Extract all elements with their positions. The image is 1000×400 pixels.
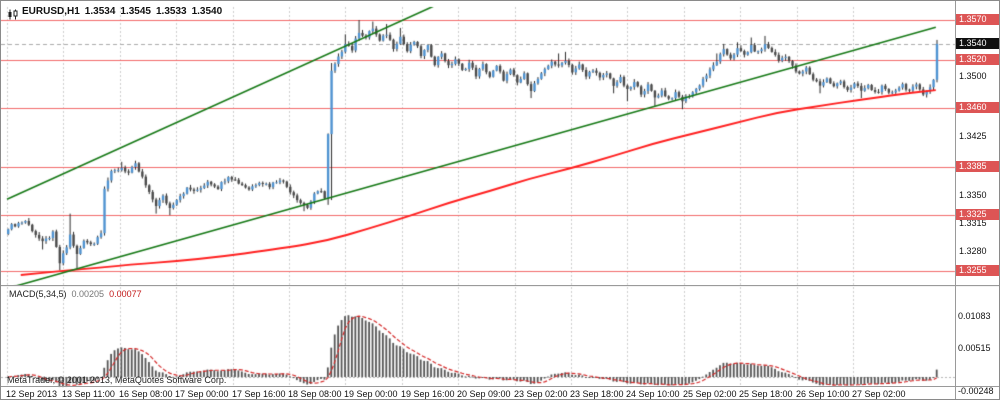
price-level-badge: 1.3570 bbox=[956, 14, 999, 25]
price-level-badge: 1.3460 bbox=[956, 102, 999, 113]
current-price-badge: 1.3540 bbox=[956, 38, 999, 49]
price-level-badge: 1.3325 bbox=[956, 209, 999, 220]
price-axis-label: 1.3315 bbox=[959, 218, 987, 228]
time-axis-label: 26 Sep 10:00 bbox=[796, 389, 850, 399]
price-axis-divider bbox=[955, 1, 956, 399]
price-scale[interactable]: 1.3500 1.3425 1.3350 1.3315 1.3280 1.3570 1.35… bbox=[955, 1, 999, 399]
price-axis-label: 1.3280 bbox=[959, 246, 987, 256]
macd-axis-label: 0.01083 bbox=[958, 311, 991, 321]
price-level-badge: 1.3520 bbox=[956, 54, 999, 65]
macd-main-value: 0.00205 bbox=[71, 289, 105, 299]
price-axis-label: 1.3425 bbox=[959, 131, 987, 141]
time-axis-label: 23 Sep 02:00 bbox=[514, 389, 568, 399]
time-axis-label: 25 Sep 02:00 bbox=[683, 389, 737, 399]
price-level-badge: 1.3385 bbox=[956, 161, 999, 172]
macd-signal-value: 0.00077 bbox=[109, 289, 142, 299]
open-value: 1.3534 bbox=[84, 6, 116, 17]
low-value: 1.3533 bbox=[155, 6, 187, 17]
close-value: 1.3540 bbox=[191, 6, 223, 17]
time-axis-label: 18 Sep 08:00 bbox=[288, 389, 342, 399]
time-axis-separator bbox=[1, 386, 999, 387]
copyright-label: MetaTrader, © 2001-2013, MetaQuotes Soft… bbox=[7, 375, 227, 385]
time-axis-label: 16 Sep 08:00 bbox=[119, 389, 173, 399]
time-axis-label: 17 Sep 16:00 bbox=[232, 389, 286, 399]
time-axis-label: 17 Sep 00:00 bbox=[175, 389, 229, 399]
panel-separator-highlight bbox=[1, 286, 999, 287]
price-axis-label: 1.3350 bbox=[959, 190, 987, 200]
time-axis-label: 23 Sep 18:00 bbox=[570, 389, 624, 399]
macd-axis-label: 0.00515 bbox=[958, 343, 991, 353]
price-level-badge: 1.3255 bbox=[956, 265, 999, 276]
time-axis-label: 12 Sep 2013 bbox=[6, 389, 58, 399]
panel-separator[interactable] bbox=[1, 285, 999, 286]
time-axis-label: 19 Sep 00:00 bbox=[344, 389, 398, 399]
time-axis-label: 27 Sep 02:00 bbox=[852, 389, 906, 399]
candlestick-chart-icon bbox=[7, 7, 19, 20]
time-axis-label: 20 Sep 09:00 bbox=[457, 389, 511, 399]
high-value: 1.3545 bbox=[120, 6, 151, 17]
time-axis-label: 13 Sep 11:00 bbox=[62, 389, 115, 399]
symbol-timeframe-label: EURUSD,H1 bbox=[22, 6, 80, 17]
price-axis-label: 1.3500 bbox=[959, 71, 987, 81]
macd-name-label: MACD(5,34,5) bbox=[9, 289, 67, 299]
time-axis-label: 24 Sep 10:00 bbox=[626, 389, 680, 399]
time-axis-label: 19 Sep 16:00 bbox=[401, 389, 455, 399]
time-axis-label: 25 Sep 18:00 bbox=[739, 389, 793, 399]
time-scale[interactable]: 12 Sep 2013 13 Sep 11:00 16 Sep 08:00 17 Se… bbox=[1, 387, 955, 399]
symbol-ohlc-header: EURUSD,H1 1.3534 1.3545 1.3533 1.3540 bbox=[22, 6, 227, 17]
macd-axis-label: -0.00248 bbox=[958, 386, 994, 396]
macd-indicator-label: MACD(5,34,5) 0.00205 0.00077 bbox=[9, 289, 147, 299]
